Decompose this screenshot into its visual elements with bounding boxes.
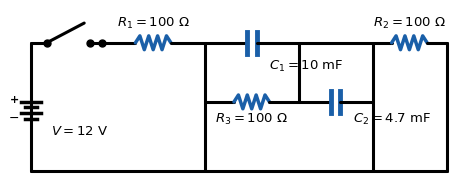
Text: $R_3 = 100\ \Omega$: $R_3 = 100\ \Omega$ — [215, 112, 288, 127]
Text: $R_1 = 100\ \Omega$: $R_1 = 100\ \Omega$ — [117, 16, 190, 31]
Text: $R_2 = 100\ \Omega$: $R_2 = 100\ \Omega$ — [373, 16, 446, 31]
Text: $C_1 = 10\ \mathrm{mF}$: $C_1 = 10\ \mathrm{mF}$ — [269, 59, 344, 74]
Text: +: + — [10, 95, 19, 105]
Text: $C_2 = 4.7\ \mathrm{mF}$: $C_2 = 4.7\ \mathrm{mF}$ — [353, 112, 431, 127]
Text: −: − — [9, 112, 20, 125]
Text: $V = 12\ \mathrm{V}$: $V = 12\ \mathrm{V}$ — [51, 125, 108, 138]
